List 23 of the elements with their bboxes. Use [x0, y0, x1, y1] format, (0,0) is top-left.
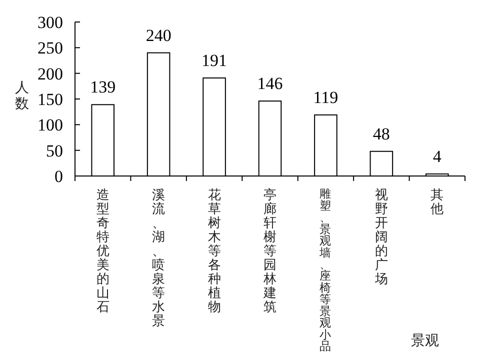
- category-label: 亭廊轩榭等园林建筑: [264, 188, 276, 315]
- y-tick-label: 250: [38, 38, 63, 58]
- y-tick-label: 200: [38, 64, 63, 84]
- y-tick-label: 150: [38, 90, 63, 109]
- x-axis-title: 景观: [411, 333, 439, 349]
- y-tick-label: 100: [38, 116, 63, 135]
- data-label: 4: [432, 146, 442, 166]
- category-label: 花草树木等各种植物: [208, 188, 221, 315]
- data-label: 139: [90, 78, 116, 97]
- data-label: 146: [257, 74, 283, 94]
- y-axis-title: 人数: [15, 80, 29, 112]
- data-label: 119: [313, 88, 338, 107]
- y-tick-label: 50: [46, 141, 63, 160]
- y-tick-label: 0: [54, 166, 63, 186]
- data-label: 240: [146, 26, 172, 45]
- x-tick-label: 视野开阔的广场: [374, 188, 388, 287]
- y-tick-label: 300: [38, 12, 63, 32]
- data-label: 191: [202, 50, 228, 70]
- category-label: 雕塑、景观墙、座椅等景观小品: [320, 186, 332, 353]
- x-tick-label: 其他: [430, 188, 444, 217]
- category-label: 溪流、湖、喷泉等水景: [152, 188, 166, 329]
- category-label: 造型奇特优美的山石: [96, 188, 110, 315]
- data-label: 48: [372, 124, 390, 144]
